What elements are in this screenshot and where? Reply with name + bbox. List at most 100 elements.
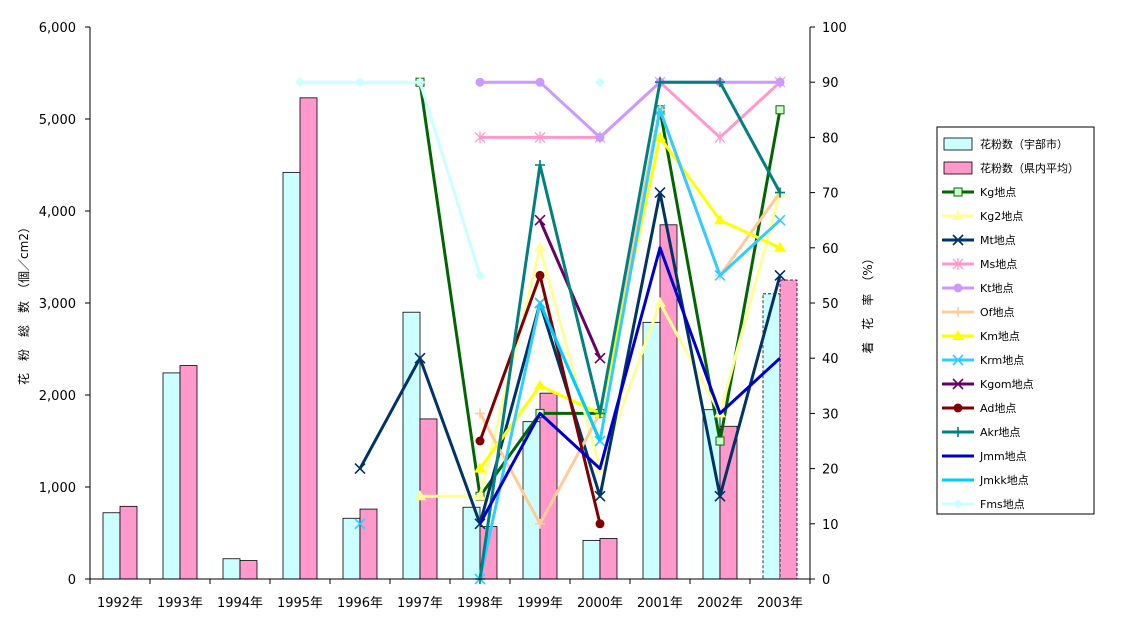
data-point	[534, 379, 546, 390]
data-point	[714, 269, 726, 281]
series-line	[480, 80, 780, 139]
legend-label: Mt地点	[980, 234, 1016, 247]
bar	[102, 512, 121, 580]
data-point	[595, 132, 605, 142]
y2-tick-label: 30	[822, 407, 839, 422]
data-point	[414, 352, 426, 364]
data-point	[774, 241, 786, 252]
y2-tick-label: 60	[822, 242, 839, 257]
legend-label: Kgom地点	[980, 378, 1034, 391]
y-tick-label: 5,000	[39, 113, 76, 128]
legend-label: Krm地点	[980, 354, 1024, 367]
data-point	[535, 270, 545, 280]
legend-label: 花粉数（宇部市）	[980, 137, 1068, 151]
data-point	[355, 77, 365, 88]
data-point	[594, 490, 606, 502]
bar	[582, 539, 601, 580]
series-line	[478, 135, 781, 470]
bar	[359, 508, 378, 580]
bar	[282, 171, 301, 580]
data-point	[775, 105, 785, 115]
legend-label: 花粉数（県内平均）	[980, 161, 1079, 175]
data-point	[714, 214, 726, 225]
data-point	[775, 187, 785, 198]
x-tick-label: 2002年	[697, 596, 743, 611]
data-point	[595, 408, 605, 419]
legend-label: Kt地点	[980, 282, 1014, 295]
data-point	[475, 408, 485, 419]
bar	[402, 311, 421, 580]
y2-tick-label: 80	[822, 131, 839, 146]
x-tick-label: 1997年	[397, 596, 443, 611]
data-point	[715, 436, 725, 446]
data-point	[952, 354, 964, 366]
legend-swatch	[943, 137, 973, 151]
data-point	[534, 241, 546, 252]
bar	[239, 560, 258, 580]
x-tick-label: 2001年	[637, 596, 683, 611]
data-point	[953, 427, 963, 437]
series-line	[478, 108, 782, 526]
y2-tick-label: 100	[822, 21, 847, 36]
data-point	[952, 258, 964, 270]
data-point	[295, 77, 305, 88]
data-point	[952, 330, 964, 340]
data-point	[953, 499, 963, 509]
legend-label: Of地点	[980, 306, 1015, 319]
y-tick-label: 0	[68, 573, 76, 588]
series-line	[478, 246, 782, 525]
legend-label: Kg2地点	[980, 210, 1023, 223]
legend-label: Km地点	[980, 330, 1020, 343]
data-point	[354, 463, 366, 475]
bar	[599, 538, 618, 580]
data-point	[594, 352, 606, 364]
data-point	[953, 403, 963, 413]
bar	[162, 372, 181, 580]
data-point	[952, 234, 964, 246]
y-tick-label: 3,000	[39, 297, 76, 312]
y2-tick-label: 90	[822, 76, 839, 91]
bar	[222, 558, 241, 580]
data-point	[774, 214, 786, 226]
legend-label: Akr地点	[980, 426, 1020, 439]
data-point	[655, 77, 665, 88]
data-point	[953, 187, 963, 197]
data-point	[534, 214, 546, 226]
x-tick-label: 1995年	[277, 596, 323, 611]
y2-axis-title: 着 花 率 （%）	[860, 252, 875, 353]
bar	[659, 224, 678, 580]
legend: 花粉数（宇部市） 花粉数（県内平均） Kg地点 Kg2地点 Mt地点 Ms地点 Kt地点 Of…	[936, 126, 1095, 515]
x-tick-label: 1992年	[97, 596, 143, 611]
legend-label: Ad地点	[980, 402, 1016, 415]
data-point	[354, 518, 366, 530]
y-tick-label: 6,000	[39, 21, 76, 36]
series-line	[478, 80, 782, 580]
data-point	[654, 187, 666, 199]
x-tick-label: 2003年	[757, 596, 803, 611]
legend-label: Jmm地点	[979, 450, 1027, 463]
legend-label: Jmkk地点	[979, 474, 1029, 487]
data-point	[953, 307, 963, 317]
legend-label: Ms地点	[980, 258, 1017, 271]
x-tick-label: 1996年	[337, 596, 383, 611]
bar	[762, 293, 781, 580]
data-point	[774, 269, 786, 281]
data-point	[475, 436, 485, 446]
legend-label: Fms地点	[980, 498, 1025, 511]
x-tick-label: 1998年	[457, 596, 503, 611]
data-point	[654, 131, 666, 142]
data-point	[595, 77, 605, 88]
x-tick-label: 2000年	[577, 596, 623, 611]
x-tick-label: 1994年	[217, 596, 263, 611]
data-point	[535, 518, 545, 529]
data-point	[474, 462, 486, 473]
data-point	[474, 131, 486, 144]
y2-tick-label: 0	[822, 573, 830, 588]
data-point	[534, 131, 546, 144]
data-point	[714, 131, 726, 144]
y-tick-label: 1,000	[39, 481, 76, 496]
legend-label: Kg地点	[980, 186, 1016, 199]
y-axis-title: 花 粉 総 数 （個／cm2）	[16, 221, 31, 385]
bar	[779, 279, 798, 580]
data-point	[775, 77, 785, 87]
